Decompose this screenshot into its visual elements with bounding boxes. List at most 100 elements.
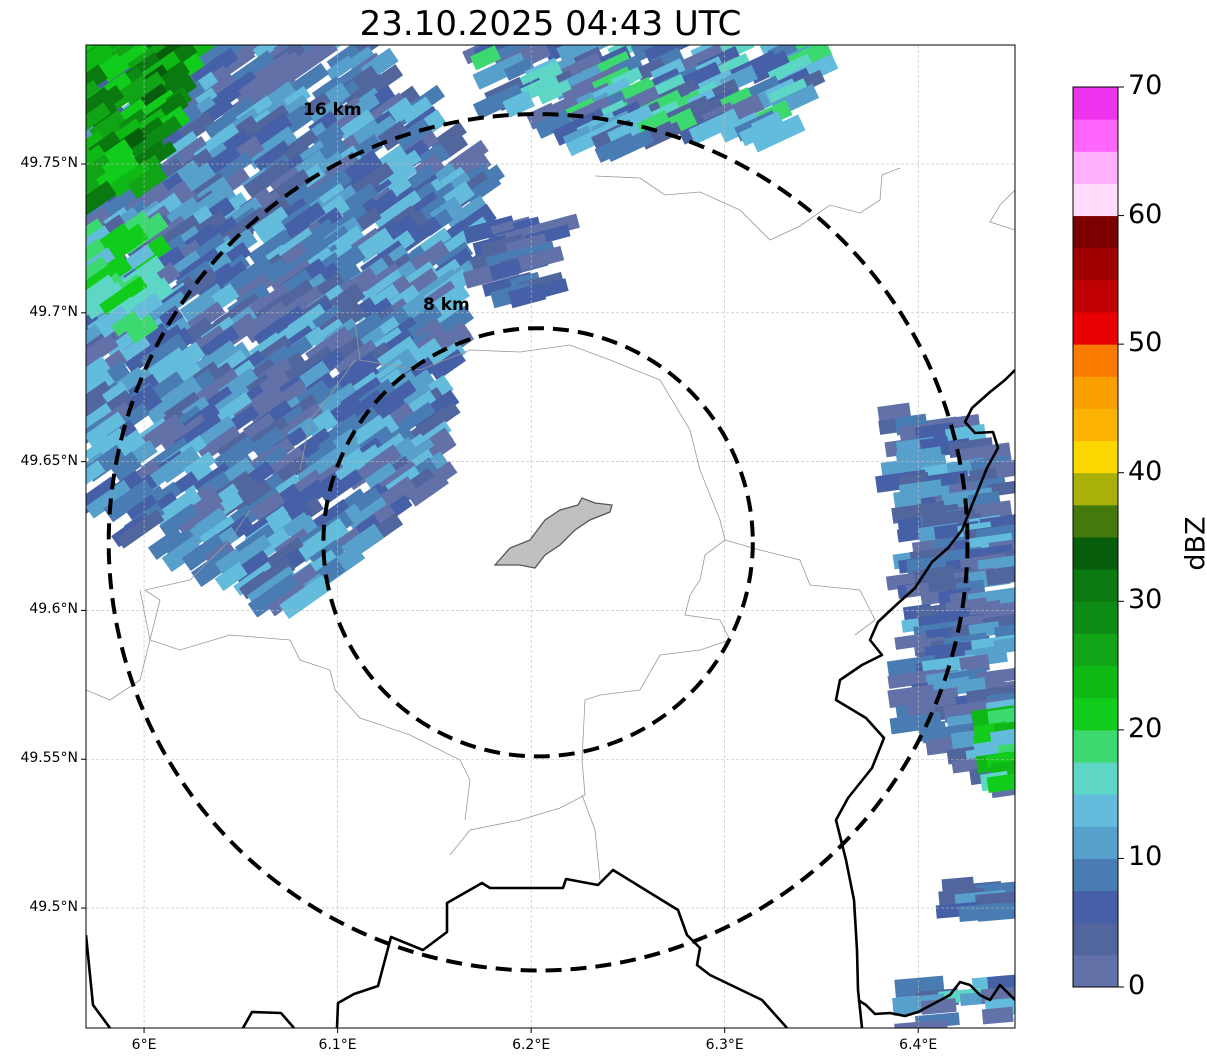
echo-cell (139, 333, 189, 375)
echo-cell (534, 109, 573, 139)
plot-frame (85, 44, 1016, 1029)
echo-cell (86, 130, 106, 160)
echo-cell (146, 347, 187, 382)
echo-cell (242, 301, 292, 344)
colorbar-band (1073, 826, 1118, 859)
colorbar-band (1073, 633, 1118, 667)
echo-cell (502, 90, 535, 118)
echo-cell (181, 533, 226, 572)
echo-cell (129, 131, 164, 162)
echo-cell (279, 575, 332, 619)
echo-cell (672, 89, 703, 113)
colorbar-band (1073, 537, 1118, 570)
echo-cell (115, 429, 147, 459)
echo-cell (86, 427, 127, 464)
echo-cell (987, 704, 1015, 725)
colorbar-band (1073, 794, 1118, 827)
echo-cell (86, 274, 119, 318)
colorbar-tick-label: 50 (1128, 327, 1163, 359)
echo-cell (248, 229, 295, 269)
echo-cell (985, 563, 1015, 586)
x-tick-label: 6.1°E (318, 1037, 357, 1053)
colorbar-band (1073, 87, 1118, 120)
echo-cell (125, 314, 159, 344)
colorbar-band (1073, 890, 1118, 924)
echo-cell (489, 258, 523, 281)
echo-cell (86, 311, 103, 341)
echo-cell (750, 114, 806, 153)
echo-cell (86, 269, 112, 307)
colorbar-tick-label: 70 (1128, 70, 1163, 101)
echo-cell (86, 238, 107, 272)
echo-cell (86, 476, 121, 521)
echo-cell (127, 163, 168, 199)
echo-cell (86, 144, 108, 174)
country-borders (86, 369, 1015, 1028)
echo-cell (161, 535, 204, 573)
colorbar-tick-label: 0 (1128, 970, 1146, 1001)
colorbar-tick-label: 60 (1128, 198, 1163, 230)
echo-cell (472, 52, 528, 90)
echo-cell (320, 469, 364, 505)
y-tick-label: 49.6°N (29, 601, 78, 618)
echo-cell (513, 245, 565, 273)
colorbar-band (1073, 601, 1118, 634)
echo-cell (433, 298, 466, 326)
echo-cell (130, 292, 164, 322)
echo-cell (920, 998, 957, 1015)
echo-cell (258, 221, 289, 248)
echo-cell (111, 310, 141, 337)
echo-cell (86, 281, 128, 320)
echo-cell (86, 411, 128, 450)
echo-cell (86, 79, 102, 108)
echo-cell (688, 108, 741, 145)
echo-cell (214, 561, 248, 592)
colorbar-band (1073, 954, 1118, 988)
echo-cell (243, 158, 292, 199)
echo-cell (464, 173, 502, 205)
echo-cell (250, 490, 287, 524)
echo-cell (989, 459, 1015, 480)
echo-cell (86, 160, 108, 196)
echo-cell (95, 305, 132, 338)
colorbar-band (1073, 312, 1118, 345)
echo-cell (537, 79, 573, 105)
ring-label-16km: 16 km (303, 100, 362, 120)
echo-cell (976, 902, 1015, 922)
x-tick-label: 6.3°E (705, 1037, 744, 1053)
echo-cell (986, 770, 1015, 793)
echo-cell (213, 260, 252, 295)
colorbar-band (1073, 729, 1118, 763)
echo-cell (86, 332, 119, 376)
echo-cell (86, 369, 115, 411)
echo-cell (358, 269, 406, 308)
colorbar-band (1073, 665, 1118, 699)
echo-cell (472, 83, 525, 120)
echo-cell (86, 45, 108, 64)
echo-cell (198, 415, 237, 449)
echo-cell (738, 120, 772, 147)
echo-cell (643, 45, 696, 64)
echo-cell (630, 45, 670, 62)
colorbar-band (1073, 858, 1118, 892)
colorbar-tick-label: 30 (1128, 584, 1163, 616)
y-tick-label: 49.7°N (29, 303, 78, 320)
echo-cell (635, 57, 667, 82)
echo-cell (302, 440, 340, 472)
y-tick-label: 49.55°N (20, 750, 78, 767)
echo-cell (233, 77, 265, 105)
colorbar-tick-label: 40 (1128, 455, 1163, 487)
echo-cell (429, 282, 471, 319)
echo-cell (407, 471, 449, 507)
echo-cell (123, 71, 167, 108)
echo-cell (247, 573, 301, 618)
echo-cell (108, 160, 153, 198)
colorbar-band (1073, 151, 1118, 184)
echo-cell (372, 190, 423, 231)
echo-cell (218, 45, 256, 77)
echo-cell (222, 255, 275, 299)
echo-cell (412, 339, 444, 368)
echo-cell (103, 479, 155, 523)
echo-cell (445, 195, 488, 230)
